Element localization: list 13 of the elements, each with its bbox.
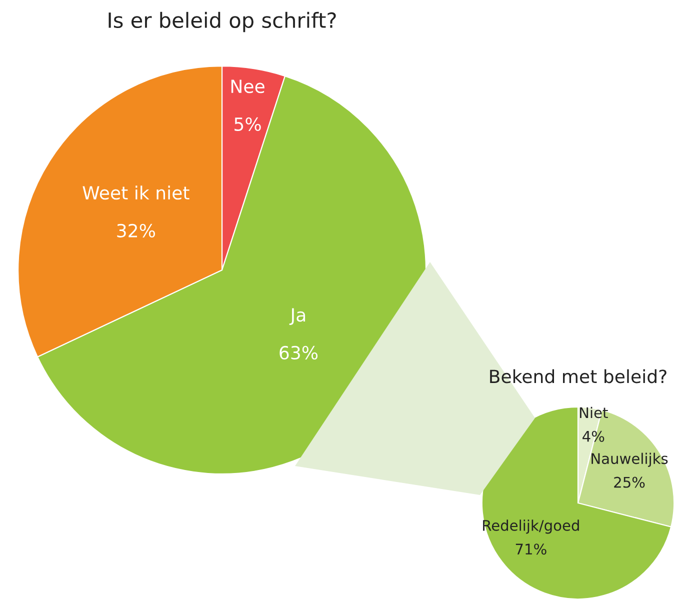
data-label: 25% (614, 476, 645, 488)
slice-label: Nee (231, 80, 264, 94)
data-label: 71% (516, 544, 546, 555)
chart-title: Is er beleid op schrift? (108, 12, 336, 32)
chart-title: Bekend met beleid? (490, 369, 666, 384)
data-label: 4% (582, 430, 604, 442)
slice-label: Niet (580, 406, 608, 418)
data-label: 63% (280, 346, 318, 360)
slice-label: Weet ik niet (82, 186, 190, 200)
pie-slice (481, 406, 672, 600)
slice-label: Ja (289, 308, 306, 326)
data-label: 5% (234, 117, 261, 132)
data-label: 32% (117, 224, 155, 238)
